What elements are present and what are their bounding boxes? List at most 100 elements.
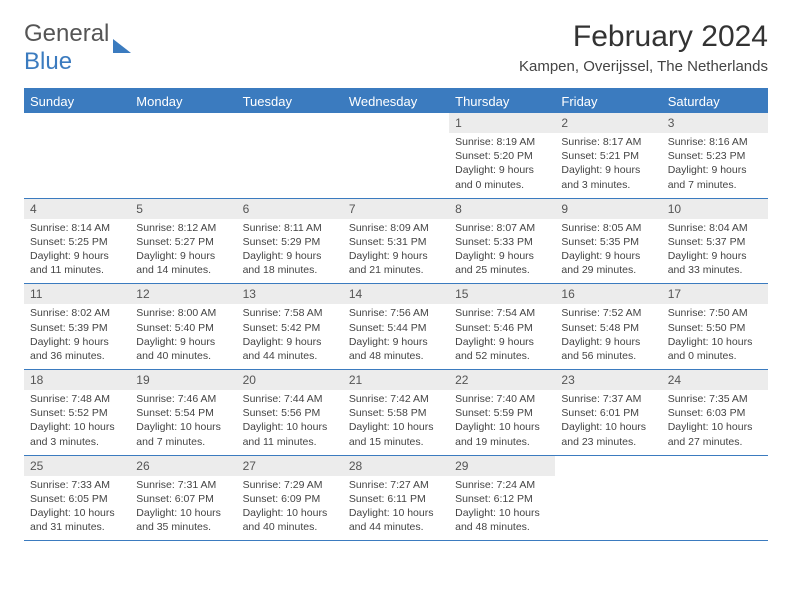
- sunrise-text: Sunrise: 7:44 AM: [243, 392, 337, 406]
- day-data: Sunrise: 8:19 AMSunset: 5:20 PMDaylight:…: [449, 133, 555, 198]
- day-cell: 6Sunrise: 8:11 AMSunset: 5:29 PMDaylight…: [237, 198, 343, 284]
- day-data: [343, 119, 449, 167]
- day-cell: 28Sunrise: 7:27 AMSunset: 6:11 PMDayligh…: [343, 455, 449, 541]
- day-number: 23: [555, 370, 661, 390]
- dayhead-tue: Tuesday: [237, 89, 343, 113]
- sunset-text: Sunset: 5:59 PM: [455, 406, 549, 420]
- day-number: 20: [237, 370, 343, 390]
- page-title: February 2024: [519, 20, 768, 54]
- day-cell: 4Sunrise: 8:14 AMSunset: 5:25 PMDaylight…: [24, 198, 130, 284]
- week-row: 11Sunrise: 8:02 AMSunset: 5:39 PMDayligh…: [24, 284, 768, 370]
- day-data: Sunrise: 7:27 AMSunset: 6:11 PMDaylight:…: [343, 476, 449, 541]
- sunrise-text: Sunrise: 7:27 AM: [349, 478, 443, 492]
- day-data: Sunrise: 8:17 AMSunset: 5:21 PMDaylight:…: [555, 133, 661, 198]
- day-cell: 9Sunrise: 8:05 AMSunset: 5:35 PMDaylight…: [555, 198, 661, 284]
- sunset-text: Sunset: 5:52 PM: [30, 406, 124, 420]
- day-cell: 15Sunrise: 7:54 AMSunset: 5:46 PMDayligh…: [449, 284, 555, 370]
- day-number: 12: [130, 284, 236, 304]
- day-data: Sunrise: 7:40 AMSunset: 5:59 PMDaylight:…: [449, 390, 555, 455]
- day-cell: 24Sunrise: 7:35 AMSunset: 6:03 PMDayligh…: [662, 370, 768, 456]
- daylight-text: Daylight: 9 hours and 0 minutes.: [455, 163, 549, 191]
- day-cell: 27Sunrise: 7:29 AMSunset: 6:09 PMDayligh…: [237, 455, 343, 541]
- sunset-text: Sunset: 5:48 PM: [561, 321, 655, 335]
- day-number: 5: [130, 199, 236, 219]
- day-number: 25: [24, 456, 130, 476]
- sunset-text: Sunset: 5:42 PM: [243, 321, 337, 335]
- day-data: Sunrise: 7:42 AMSunset: 5:58 PMDaylight:…: [343, 390, 449, 455]
- day-data: Sunrise: 7:33 AMSunset: 6:05 PMDaylight:…: [24, 476, 130, 541]
- day-data: Sunrise: 8:04 AMSunset: 5:37 PMDaylight:…: [662, 219, 768, 284]
- daylight-text: Daylight: 9 hours and 29 minutes.: [561, 249, 655, 277]
- day-number: 2: [555, 113, 661, 133]
- day-data: Sunrise: 7:48 AMSunset: 5:52 PMDaylight:…: [24, 390, 130, 455]
- day-number: 18: [24, 370, 130, 390]
- day-number: 15: [449, 284, 555, 304]
- sunset-text: Sunset: 5:23 PM: [668, 149, 762, 163]
- day-data: Sunrise: 7:31 AMSunset: 6:07 PMDaylight:…: [130, 476, 236, 541]
- daylight-text: Daylight: 10 hours and 3 minutes.: [30, 420, 124, 448]
- sunrise-text: Sunrise: 7:31 AM: [136, 478, 230, 492]
- sunset-text: Sunset: 6:07 PM: [136, 492, 230, 506]
- day-cell: [343, 113, 449, 198]
- daylight-text: Daylight: 10 hours and 48 minutes.: [455, 506, 549, 534]
- sunrise-text: Sunrise: 8:11 AM: [243, 221, 337, 235]
- day-cell: 21Sunrise: 7:42 AMSunset: 5:58 PMDayligh…: [343, 370, 449, 456]
- sunset-text: Sunset: 5:44 PM: [349, 321, 443, 335]
- sunset-text: Sunset: 5:20 PM: [455, 149, 549, 163]
- sunset-text: Sunset: 5:56 PM: [243, 406, 337, 420]
- dayhead-wed: Wednesday: [343, 89, 449, 113]
- sunset-text: Sunset: 5:29 PM: [243, 235, 337, 249]
- day-number: 9: [555, 199, 661, 219]
- logo-word1: General: [24, 20, 109, 47]
- day-data: Sunrise: 7:56 AMSunset: 5:44 PMDaylight:…: [343, 304, 449, 369]
- day-data: [662, 462, 768, 510]
- day-number: 4: [24, 199, 130, 219]
- daylight-text: Daylight: 9 hours and 18 minutes.: [243, 249, 337, 277]
- sunrise-text: Sunrise: 8:07 AM: [455, 221, 549, 235]
- day-data: Sunrise: 8:12 AMSunset: 5:27 PMDaylight:…: [130, 219, 236, 284]
- day-data: Sunrise: 8:11 AMSunset: 5:29 PMDaylight:…: [237, 219, 343, 284]
- day-cell: 8Sunrise: 8:07 AMSunset: 5:33 PMDaylight…: [449, 198, 555, 284]
- day-number: 1: [449, 113, 555, 133]
- dayhead-mon: Monday: [130, 89, 236, 113]
- day-cell: 26Sunrise: 7:31 AMSunset: 6:07 PMDayligh…: [130, 455, 236, 541]
- day-number: 7: [343, 199, 449, 219]
- sunrise-text: Sunrise: 7:54 AM: [455, 306, 549, 320]
- day-data: [24, 119, 130, 167]
- day-cell: [24, 113, 130, 198]
- day-data: Sunrise: 7:52 AMSunset: 5:48 PMDaylight:…: [555, 304, 661, 369]
- day-cell: [237, 113, 343, 198]
- sunrise-text: Sunrise: 8:17 AM: [561, 135, 655, 149]
- day-data: Sunrise: 8:00 AMSunset: 5:40 PMDaylight:…: [130, 304, 236, 369]
- day-cell: 22Sunrise: 7:40 AMSunset: 5:59 PMDayligh…: [449, 370, 555, 456]
- sunset-text: Sunset: 5:27 PM: [136, 235, 230, 249]
- sunrise-text: Sunrise: 7:46 AM: [136, 392, 230, 406]
- sunset-text: Sunset: 6:09 PM: [243, 492, 337, 506]
- daylight-text: Daylight: 10 hours and 0 minutes.: [668, 335, 762, 363]
- day-data: [130, 119, 236, 167]
- daylight-text: Daylight: 9 hours and 48 minutes.: [349, 335, 443, 363]
- daylight-text: Daylight: 9 hours and 14 minutes.: [136, 249, 230, 277]
- day-number: 27: [237, 456, 343, 476]
- week-row: 4Sunrise: 8:14 AMSunset: 5:25 PMDaylight…: [24, 198, 768, 284]
- day-data: Sunrise: 8:09 AMSunset: 5:31 PMDaylight:…: [343, 219, 449, 284]
- sunrise-text: Sunrise: 7:58 AM: [243, 306, 337, 320]
- sunrise-text: Sunrise: 7:29 AM: [243, 478, 337, 492]
- day-cell: 23Sunrise: 7:37 AMSunset: 6:01 PMDayligh…: [555, 370, 661, 456]
- day-number: 19: [130, 370, 236, 390]
- day-cell: 12Sunrise: 8:00 AMSunset: 5:40 PMDayligh…: [130, 284, 236, 370]
- sunrise-text: Sunrise: 8:04 AM: [668, 221, 762, 235]
- day-number: 17: [662, 284, 768, 304]
- day-cell: 13Sunrise: 7:58 AMSunset: 5:42 PMDayligh…: [237, 284, 343, 370]
- day-number: 11: [24, 284, 130, 304]
- day-cell: 10Sunrise: 8:04 AMSunset: 5:37 PMDayligh…: [662, 198, 768, 284]
- sunset-text: Sunset: 5:31 PM: [349, 235, 443, 249]
- day-cell: 14Sunrise: 7:56 AMSunset: 5:44 PMDayligh…: [343, 284, 449, 370]
- day-data: Sunrise: 7:46 AMSunset: 5:54 PMDaylight:…: [130, 390, 236, 455]
- sunrise-text: Sunrise: 7:24 AM: [455, 478, 549, 492]
- daylight-text: Daylight: 10 hours and 11 minutes.: [243, 420, 337, 448]
- daylight-text: Daylight: 9 hours and 7 minutes.: [668, 163, 762, 191]
- sunset-text: Sunset: 5:33 PM: [455, 235, 549, 249]
- daylight-text: Daylight: 9 hours and 25 minutes.: [455, 249, 549, 277]
- day-cell: 17Sunrise: 7:50 AMSunset: 5:50 PMDayligh…: [662, 284, 768, 370]
